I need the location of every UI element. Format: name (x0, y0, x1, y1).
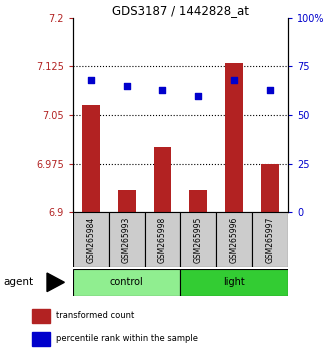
Point (231, 77, 237, 83)
Bar (73, 269, 180, 296)
Text: GSM265993: GSM265993 (122, 217, 131, 263)
Text: agent: agent (3, 277, 33, 287)
Bar (216, 212, 252, 267)
Title: GDS3187 / 1442828_at: GDS3187 / 1442828_at (112, 4, 249, 17)
Point (196, 93, 201, 98)
Bar (32, 309, 50, 323)
Bar (252, 212, 288, 267)
Point (88, 77, 93, 83)
Polygon shape (47, 273, 65, 292)
Bar (109, 212, 145, 267)
Bar (189, 190, 207, 212)
Text: GSM265984: GSM265984 (86, 217, 95, 263)
Text: GSM265997: GSM265997 (265, 217, 274, 263)
Text: transformed count: transformed count (56, 312, 134, 320)
Point (160, 87, 165, 92)
Point (124, 83, 129, 88)
Bar (32, 332, 50, 346)
Bar (73, 212, 109, 267)
Bar (118, 190, 136, 212)
Text: GSM265996: GSM265996 (230, 217, 239, 263)
Bar (180, 269, 288, 296)
Bar (154, 148, 171, 212)
Bar (82, 105, 100, 212)
Text: light: light (223, 277, 245, 287)
Point (267, 87, 273, 92)
Bar (145, 212, 180, 267)
Text: control: control (110, 277, 143, 287)
Text: percentile rank within the sample: percentile rank within the sample (56, 335, 198, 343)
Text: GSM265995: GSM265995 (194, 217, 203, 263)
Bar (180, 212, 216, 267)
Bar (225, 63, 243, 212)
Bar (261, 164, 279, 212)
Text: GSM265998: GSM265998 (158, 217, 167, 263)
